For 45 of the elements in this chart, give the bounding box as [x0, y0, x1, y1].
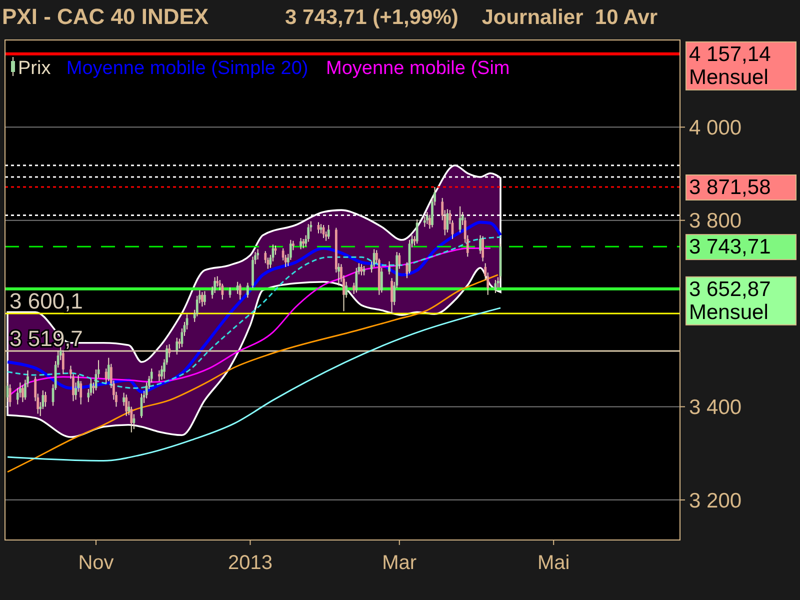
y-tick-label: 3 800: [689, 210, 742, 233]
y-tick-label: 4 000: [689, 116, 742, 140]
candlestick: [458, 206, 462, 233]
y-tick-label: 3 400: [689, 396, 742, 420]
chart-subtitle: 3 743,71 (+1,99%) Journalier 10 Avr: [285, 6, 658, 29]
candlestick: [246, 282, 249, 298]
candlestick: [238, 283, 242, 300]
candlestick: [8, 384, 12, 408]
candlestick: [176, 337, 178, 356]
candlestick: [327, 224, 330, 240]
candlestick: [125, 394, 128, 417]
candlestick: [423, 216, 426, 228]
ref-line-label: 3 743,71: [689, 236, 771, 259]
text: Moyenne mobile (Sim: [326, 58, 510, 79]
candlestick: [446, 208, 449, 233]
candlestick: [482, 236, 484, 262]
ref-line-label: 3 652,87 Mensuel: [689, 278, 771, 324]
candlestick: [388, 260, 390, 275]
legend-label: Prix: [18, 58, 52, 79]
candlestick: [307, 224, 310, 242]
chart-title: PXI - CAC 40 INDEX: [2, 4, 209, 29]
candlestick: [426, 211, 428, 225]
ref-line-label: 4 157,14 Mensuel: [689, 42, 772, 89]
text: Moyenne mobile (Simple 20): [66, 58, 308, 79]
candlestick: [300, 238, 302, 250]
line-series: [6, 274, 499, 473]
candlestick: [44, 391, 47, 408]
candlestick: [494, 279, 497, 294]
x-tick-label: Mai: [537, 552, 570, 574]
candlestick: [204, 290, 206, 306]
candlestick: [221, 283, 224, 300]
candlestick: [416, 218, 418, 244]
ref-line-label: 3 871,58: [689, 176, 771, 199]
candlestick: [355, 267, 358, 294]
candlestick: [390, 278, 393, 314]
y-tick-label: 3 200: [689, 489, 742, 512]
x-tick-label: Nov: [78, 552, 114, 574]
candlestick: [302, 238, 305, 249]
x-tick-label: Mar: [382, 552, 417, 574]
annotation: 3 600,1: [10, 288, 83, 314]
x-tick-label: 2013: [228, 552, 272, 574]
candlestick: [200, 292, 204, 308]
candlestick: [256, 248, 260, 260]
candlestick: [158, 370, 160, 382]
candlestick: [62, 350, 64, 375]
